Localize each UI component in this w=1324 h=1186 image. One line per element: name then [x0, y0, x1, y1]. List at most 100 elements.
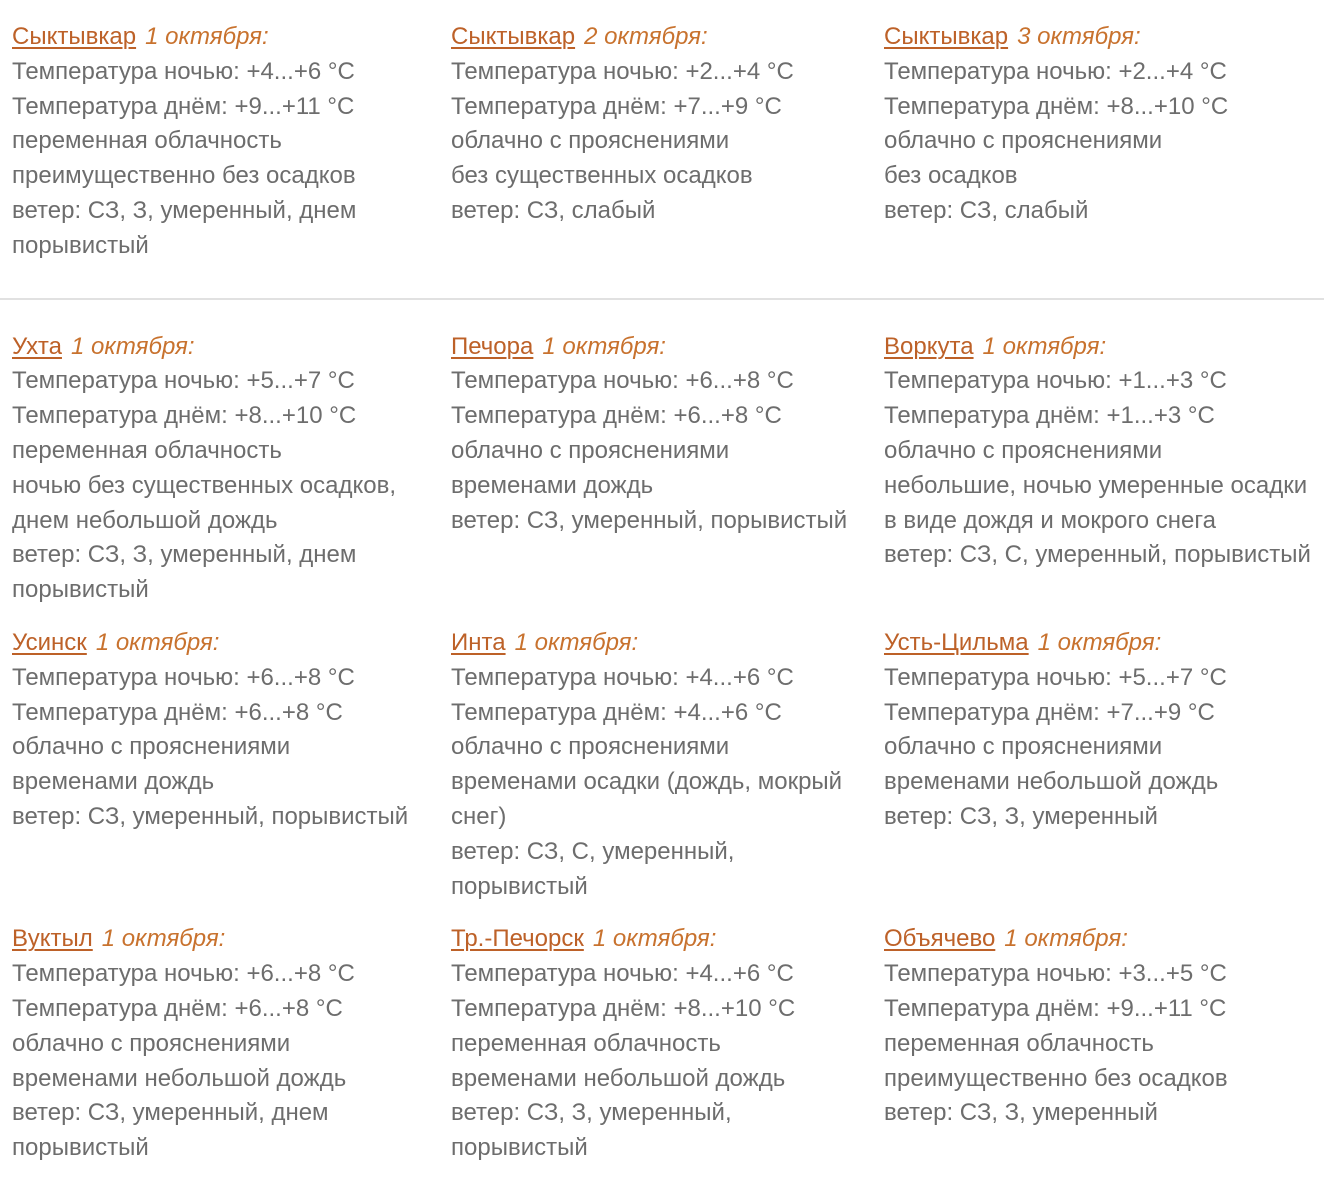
temp-night-line: Температура ночью: +3...+5 °C [884, 960, 1227, 988]
precipitation-line: небольшие, ночью умеренные осадки [884, 471, 1308, 499]
precipitation-line: преимущественно без осадков [884, 1064, 1228, 1092]
cloudiness-line: облачно с прояснениями [451, 733, 730, 761]
wind-line-continued: порывистый [12, 1134, 149, 1162]
cloudiness-line: облачно с прояснениями [884, 436, 1163, 464]
city-link-ukhta[interactable]: Ухта [12, 332, 62, 360]
wind-line-continued: порывистый [12, 576, 149, 604]
city-link-inta[interactable]: Инта [451, 628, 506, 656]
forecast-block-syktyvkar-2: Сыктывкар 2 октября: Температура ночью: +… [439, 20, 872, 264]
forecast-date: 1 октября: [982, 332, 1107, 360]
wind-line: ветер: СЗ, З, умеренный, порывистый [451, 1099, 732, 1162]
forecast-block-obyachevo: Объячево 1 октября: Температура ночью: +3… [872, 922, 1324, 1166]
cloudiness-line: переменная облачность [884, 1029, 1154, 1057]
forecast-header: Объячево 1 октября: [884, 922, 1318, 957]
forecast-block-vuktyl: Вуктыл 1 октября: Температура ночью: +6..… [0, 922, 439, 1166]
city-link-obyachevo[interactable]: Объячево [884, 925, 996, 953]
precipitation-line: временами осадки (дождь, мокрый [451, 768, 843, 796]
cloudiness-line: переменная облачность [12, 436, 282, 464]
city-link-vuktyl[interactable]: Вуктыл [12, 925, 93, 953]
precipitation-line: временами небольшой дождь [12, 1064, 347, 1092]
wind-line: ветер: СЗ, З, умеренный [884, 1099, 1158, 1127]
city-link-syktyvkar[interactable]: Сыктывкар [12, 23, 137, 50]
precipitation-line: временами небольшой дождь [451, 1064, 786, 1092]
forecast-header: Ухта 1 октября: [12, 330, 433, 365]
precipitation-line-continued: днем небольшой дождь [12, 506, 278, 534]
temp-night-line: Температура ночью: +6...+8 °C [12, 663, 355, 691]
city-link-syktyvkar[interactable]: Сыктывкар [884, 23, 1009, 50]
forecast-date: 1 октября: [1037, 628, 1162, 656]
forecast-header: Сыктывкар 2 октября: [451, 20, 866, 55]
forecast-block-usinsk: Усинск 1 октября: Температура ночью: +6..… [0, 626, 439, 904]
precipitation-line-continued: в виде дождя и мокрого снега [884, 506, 1216, 534]
temp-night-line: Температура ночью: +5...+7 °C [12, 367, 355, 395]
cloudiness-line: облачно с прояснениями [451, 127, 730, 155]
temp-day-line: Температура днём: +8...+10 °C [451, 994, 796, 1022]
wind-line: ветер: СЗ, умеренный, порывистый [451, 506, 848, 534]
forecast-date: 1 октября: [70, 332, 195, 360]
cloudiness-line: облачно с прояснениями [884, 733, 1163, 761]
wind-line: ветер: СЗ, умеренный, днем [12, 1099, 329, 1127]
temp-day-line: Температура днём: +9...+11 °C [884, 994, 1227, 1022]
cloudiness-line: облачно с прояснениями [884, 127, 1163, 155]
forecast-block-ukhta: Ухта 1 октября: Температура ночью: +5...+… [0, 330, 439, 608]
forecast-header: Тр.-Печорск 1 октября: [451, 922, 866, 957]
temp-night-line: Температура ночью: +4...+6 °C [12, 57, 355, 85]
forecast-block-syktyvkar-3: Сыктывкар 3 октября: Температура ночью: +… [872, 20, 1324, 264]
temp-day-line: Температура днём: +6...+8 °C [451, 402, 782, 430]
forecast-date: 1 октября: [514, 628, 639, 656]
forecast-header: Вуктыл 1 октября: [12, 922, 433, 957]
temp-day-line: Температура днём: +6...+8 °C [12, 994, 343, 1022]
temp-day-line: Температура днём: +8...+10 °C [884, 92, 1229, 120]
forecast-block-troitsko-pechorsk: Тр.-Печорск 1 октября: Температура ночью:… [439, 922, 872, 1166]
precipitation-line: временами дождь [12, 768, 215, 796]
temp-day-line: Температура днём: +8...+10 °C [12, 402, 357, 430]
wind-line: ветер: СЗ, слабый [884, 196, 1089, 224]
forecast-date: 1 октября: [1004, 925, 1128, 953]
precipitation-line: временами небольшой дождь [884, 768, 1219, 796]
precipitation-line: преимущественно без осадков [12, 162, 356, 190]
forecast-date: 1 октября: [101, 925, 226, 953]
temp-day-line: Температура днём: +9...+11 °C [12, 92, 355, 120]
forecast-block-ust-tsilma: Усть-Цильма 1 октября: Температура ночью:… [872, 626, 1324, 904]
city-link-ust-tsilma[interactable]: Усть-Цильма [884, 628, 1029, 656]
forecast-header: Усть-Цильма 1 октября: [884, 626, 1318, 661]
city-link-syktyvkar[interactable]: Сыктывкар [451, 23, 576, 50]
wind-line-continued: порывистый [12, 231, 149, 259]
precipitation-line: временами дождь [451, 471, 654, 499]
temp-day-line: Температура днём: +7...+9 °C [884, 698, 1215, 726]
temp-day-line: Температура днём: +1...+3 °C [884, 402, 1215, 430]
forecast-date: 1 октября: [145, 23, 269, 50]
forecast-date: 1 октября: [592, 925, 717, 953]
cloudiness-line: облачно с прояснениями [12, 1029, 291, 1057]
forecast-header: Воркута 1 октября: [884, 330, 1318, 365]
temp-night-line: Температура ночью: +6...+8 °C [12, 960, 355, 988]
precipitation-line: ночью без существенных осадков, [12, 471, 397, 499]
temp-night-line: Температура ночью: +6...+8 °C [451, 367, 794, 395]
forecast-date: 1 октября: [95, 628, 220, 656]
section-other-cities: Ухта 1 октября: Температура ночью: +5...+… [0, 300, 1324, 1186]
cloudiness-line: переменная облачность [12, 127, 282, 155]
section-syktyvkar: Сыктывкар 1 октября: Температура ночью: +… [0, 0, 1324, 300]
wind-line: ветер: СЗ, З, умеренный, днем [12, 541, 357, 569]
cloudiness-line: переменная облачность [451, 1029, 721, 1057]
forecast-block-pechora: Печора 1 октября: Температура ночью: +6..… [439, 330, 872, 608]
precipitation-line-continued: снег) [451, 802, 507, 830]
wind-line: ветер: СЗ, З, умеренный, днем [12, 196, 357, 224]
forecast-header: Инта 1 октября: [451, 626, 866, 661]
wind-line: ветер: СЗ, З, умеренный [884, 802, 1158, 830]
city-link-vorkuta[interactable]: Воркута [884, 332, 974, 360]
forecast-header: Печора 1 октября: [451, 330, 866, 365]
forecast-date: 3 октября: [1017, 23, 1141, 50]
cloudiness-line: облачно с прояснениями [451, 436, 730, 464]
forecast-date: 1 октября: [542, 332, 666, 360]
forecast-header: Сыктывкар 1 октября: [12, 20, 433, 55]
forecast-header: Усинск 1 октября: [12, 626, 433, 661]
city-link-usinsk[interactable]: Усинск [12, 628, 87, 656]
city-link-troitsko-pechorsk[interactable]: Тр.-Печорск [451, 925, 584, 953]
temp-day-line: Температура днём: +6...+8 °C [12, 698, 343, 726]
cloudiness-line: облачно с прояснениями [12, 733, 291, 761]
temp-night-line: Температура ночью: +5...+7 °C [884, 663, 1227, 691]
city-link-pechora[interactable]: Печора [451, 332, 534, 360]
forecast-block-vorkuta: Воркута 1 октября: Температура ночью: +1.… [872, 330, 1324, 608]
